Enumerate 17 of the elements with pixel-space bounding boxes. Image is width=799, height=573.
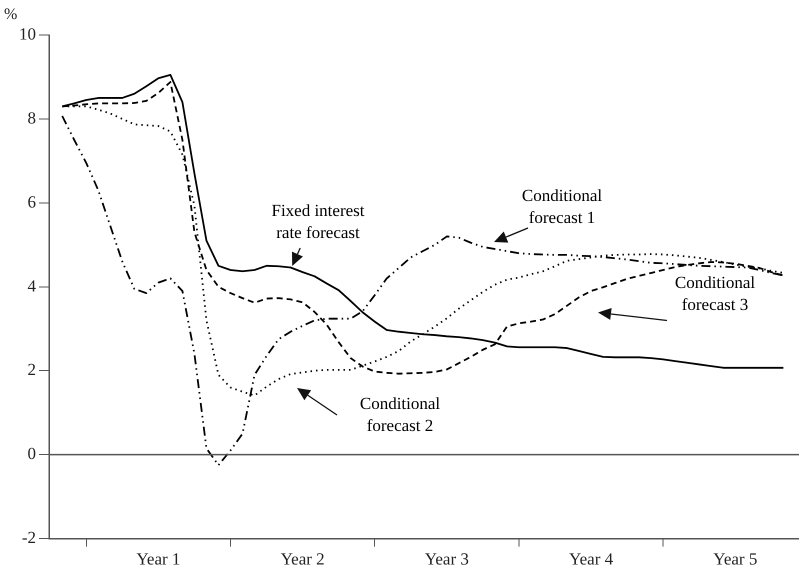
y-tick-label: -2 bbox=[22, 528, 36, 548]
y-tick-label: 8 bbox=[28, 108, 36, 128]
y-tick-label: 0 bbox=[28, 444, 36, 464]
x-tick-label: Year 3 bbox=[424, 549, 469, 568]
series-label: Conditional forecast 3 bbox=[674, 272, 756, 316]
series-label: Fixed interest rate forecast bbox=[270, 200, 366, 244]
y-tick-label: 4 bbox=[28, 276, 36, 296]
x-tick-label: Year 2 bbox=[280, 549, 325, 568]
y-axis-title: % bbox=[4, 6, 18, 24]
x-tick-label: Year 1 bbox=[136, 549, 180, 568]
y-tick-label: 2 bbox=[28, 360, 36, 380]
series-label: Conditional forecast 2 bbox=[358, 393, 442, 437]
x-tick-label: Year 4 bbox=[569, 549, 614, 568]
y-tick-label: 6 bbox=[28, 192, 36, 212]
x-tick-label: Year 5 bbox=[713, 549, 758, 568]
y-tick-label: 10 bbox=[19, 24, 36, 44]
series-label: Conditional forecast 1 bbox=[520, 185, 604, 229]
